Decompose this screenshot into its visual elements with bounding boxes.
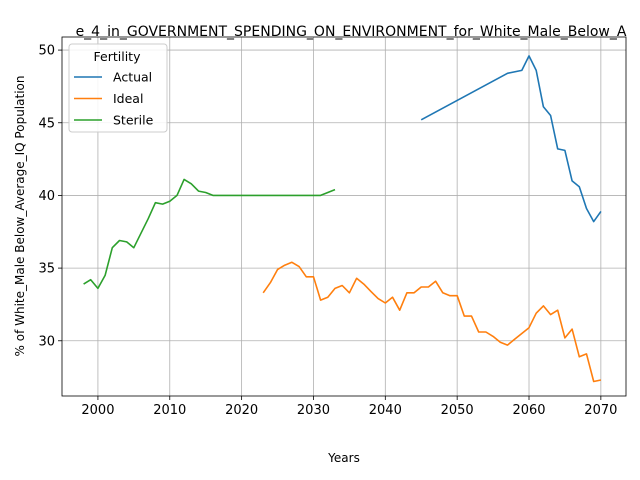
- legend-label-sterile: Sterile: [113, 113, 154, 128]
- x-tick-label: 2000: [81, 403, 114, 418]
- x-axis-label: Years: [327, 451, 360, 465]
- y-tick-label: 45: [38, 116, 55, 131]
- y-tick-label: 30: [38, 334, 55, 349]
- series-line-ideal: [262, 261, 602, 383]
- series-line-sterile: [83, 178, 336, 290]
- legend-label-actual: Actual: [113, 70, 152, 85]
- x-tick-label: 2050: [441, 403, 474, 418]
- legend: Fertility Actual Ideal Sterile: [68, 43, 168, 133]
- x-tick-label: 2070: [584, 403, 617, 418]
- y-tick-label: 50: [38, 44, 55, 59]
- y-axis-ticks: 30 35 40 45 50: [38, 44, 62, 349]
- legend-title: Fertility: [94, 49, 142, 64]
- legend-label-ideal: Ideal: [113, 91, 143, 106]
- plot-area-frame: [61, 36, 627, 397]
- x-tick-label: 2040: [369, 403, 402, 418]
- chart-title: e_4_in_GOVERNMENT_SPENDING_ON_ENVIRONMEN…: [76, 24, 627, 40]
- y-axis-label: % of White_Male Below_Average_IQ Populat…: [13, 76, 27, 357]
- x-tick-label: 2010: [153, 403, 186, 418]
- y-tick-label: 35: [38, 262, 55, 277]
- x-tick-label: 2020: [225, 403, 258, 418]
- series-line-actual: [420, 55, 602, 223]
- legend-box: [68, 43, 168, 133]
- x-tick-label: 2030: [297, 403, 330, 418]
- legend-entries: Actual Ideal Sterile: [74, 70, 154, 128]
- x-axis-ticks: 2000 2010 2020 2030 2040 2050 2060 2070: [81, 396, 617, 418]
- x-tick-label: 2060: [512, 403, 545, 418]
- y-tick-label: 40: [38, 189, 55, 204]
- series-lines: [83, 55, 602, 383]
